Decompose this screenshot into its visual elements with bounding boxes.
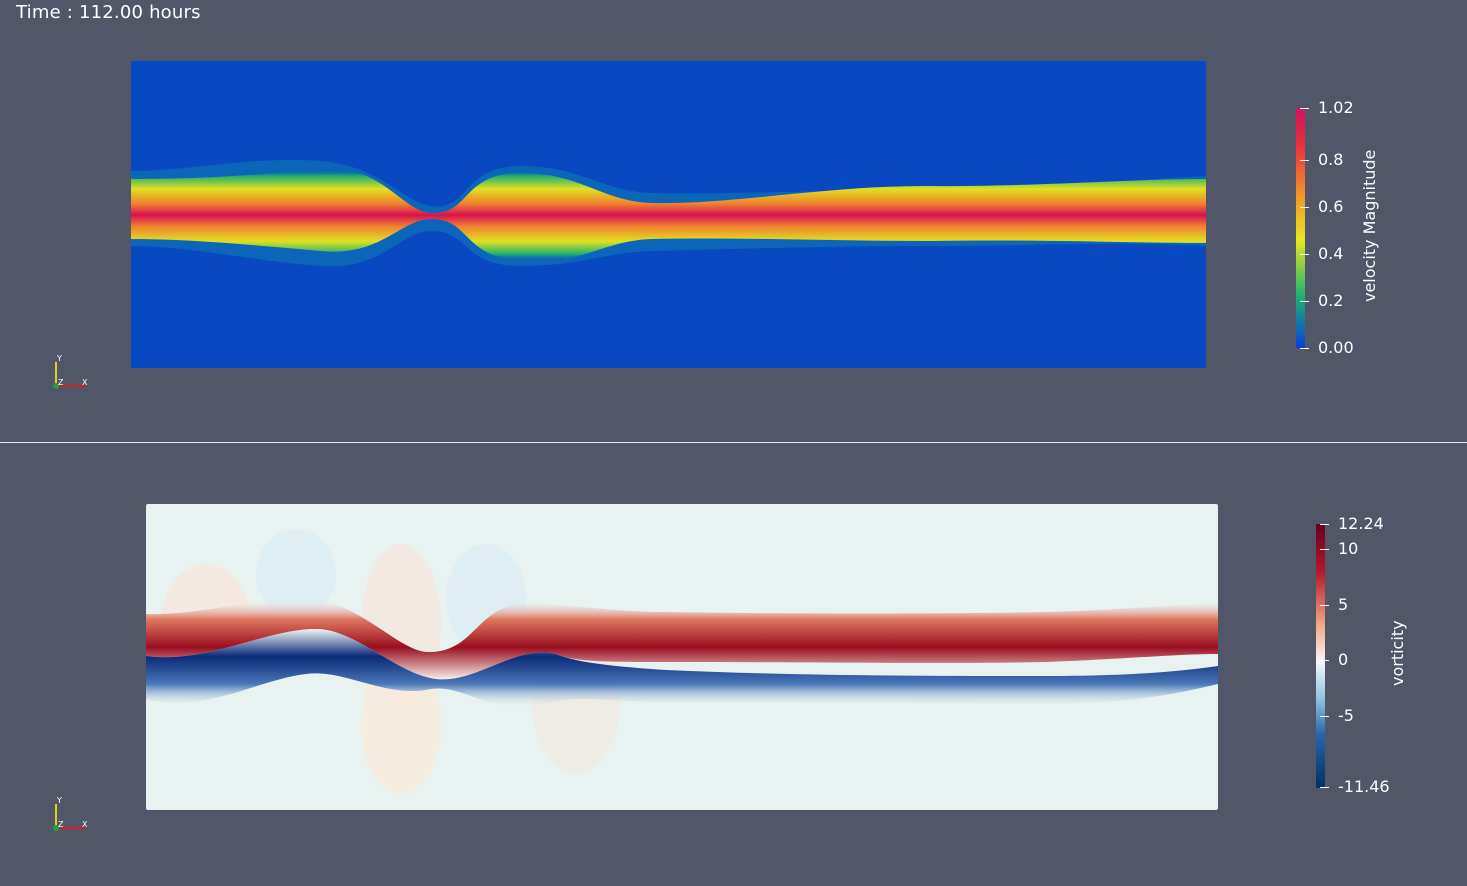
tick-mark xyxy=(1320,787,1329,788)
axis-label-x: X xyxy=(82,820,88,829)
z-axis-dot xyxy=(53,383,59,389)
axis-label-z: Z xyxy=(58,378,64,387)
view-separator[interactable] xyxy=(0,442,1467,443)
vorticity-tick-label: -11.46 xyxy=(1338,777,1390,796)
vorticity-tick-label: 12.24 xyxy=(1338,514,1384,533)
vorticity-colorbar-title: vorticity xyxy=(1388,620,1407,686)
tick-mark xyxy=(1300,301,1309,302)
velocity-tick-label: 0.6 xyxy=(1318,197,1344,216)
axis-label-y: Y xyxy=(57,354,62,363)
vorticity-colorbar-strip xyxy=(1316,524,1325,788)
time-annotation: Time : 112.00 hours xyxy=(16,2,201,23)
velocity-view[interactable]: 1.02 0.8 0.6 0.4 0.2 0.00 velocity Magni… xyxy=(0,0,1467,442)
tick-mark xyxy=(1300,108,1309,109)
velocity-tick-label: 0.2 xyxy=(1318,291,1344,310)
vorticity-colorbar[interactable]: 12.24 10 5 0 -5 -11.46 vorticity xyxy=(1316,516,1436,796)
orientation-axes-widget: Y Z X xyxy=(52,796,92,838)
axis-label-y: Y xyxy=(57,796,62,805)
x-axis-arrow xyxy=(56,385,86,387)
z-axis-dot xyxy=(53,825,59,831)
vorticity-tick-label: -5 xyxy=(1338,706,1354,725)
tick-mark xyxy=(1320,660,1329,661)
vorticity-field-plot[interactable] xyxy=(146,504,1218,810)
velocity-colorbar-title: velocity Magnitude xyxy=(1360,149,1379,302)
tick-mark xyxy=(1320,716,1329,717)
velocity-tick-label: 0.4 xyxy=(1318,244,1344,263)
vorticity-tick-label: 0 xyxy=(1338,650,1349,669)
velocity-colorbar-strip xyxy=(1296,108,1305,348)
velocity-tick-label: 0.00 xyxy=(1318,338,1354,357)
tick-mark xyxy=(1300,207,1309,208)
tick-mark xyxy=(1300,160,1309,161)
tick-mark xyxy=(1320,549,1329,550)
tick-mark xyxy=(1320,605,1329,606)
vorticity-tick-label: 10 xyxy=(1338,539,1359,558)
velocity-tick-label: 1.02 xyxy=(1318,98,1354,117)
tick-mark xyxy=(1320,524,1329,525)
y-axis-arrow xyxy=(55,804,57,828)
axis-label-x: X xyxy=(82,378,88,387)
tick-mark xyxy=(1300,348,1309,349)
axis-label-z: Z xyxy=(58,820,64,829)
vorticity-view[interactable]: 12.24 10 5 0 -5 -11.46 vorticity Y Z X xyxy=(0,444,1467,886)
orientation-axes-widget: Y Z X xyxy=(52,354,92,396)
velocity-tick-label: 0.8 xyxy=(1318,150,1344,169)
vorticity-tick-label: 5 xyxy=(1338,595,1349,614)
y-axis-arrow xyxy=(55,362,57,386)
tick-mark xyxy=(1300,254,1309,255)
velocity-colorbar[interactable]: 1.02 0.8 0.6 0.4 0.2 0.00 velocity Magni… xyxy=(1296,100,1436,357)
velocity-field-plot[interactable] xyxy=(131,61,1206,368)
x-axis-arrow xyxy=(56,827,86,829)
